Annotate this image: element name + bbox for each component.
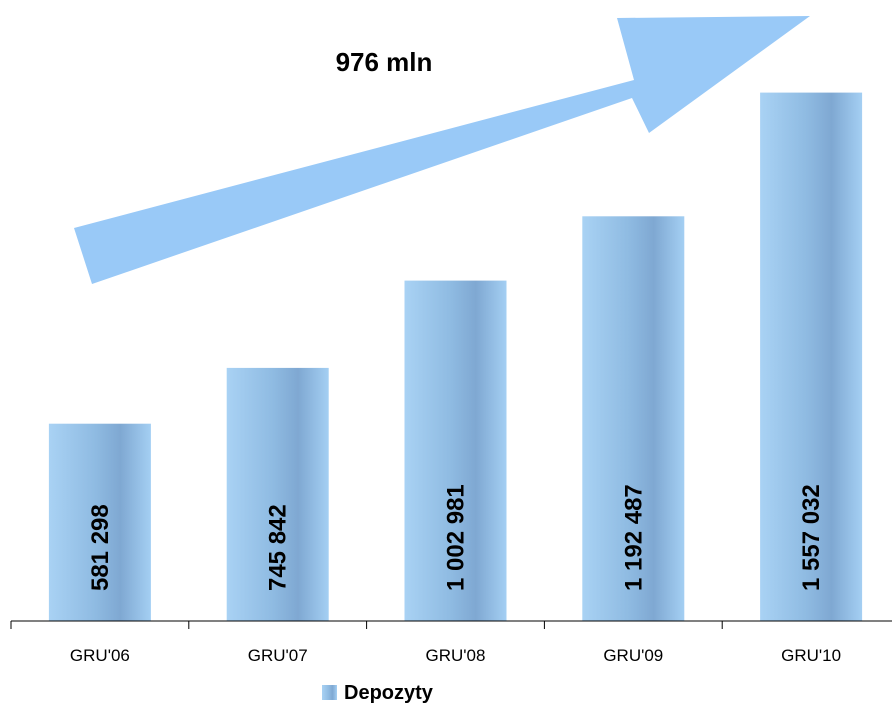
legend-swatch (322, 685, 337, 700)
x-tick-label-1: GRU'07 (248, 646, 308, 665)
bar-2 (404, 280, 507, 621)
bar-0 (48, 423, 151, 621)
bar-4 (760, 92, 863, 622)
bar-value-label-2: 1 002 981 (443, 484, 470, 591)
x-tick-label-3: GRU'09 (603, 646, 663, 665)
x-tick-label-0: GRU'06 (70, 646, 130, 665)
bar-value-label-3: 1 192 487 (620, 484, 647, 591)
bar-3 (582, 216, 685, 622)
x-tick-label-4: GRU'10 (781, 646, 841, 665)
x-tick-label-2: GRU'08 (426, 646, 486, 665)
bars-layer: 581 298 745 842 1 002 981 1 192 487 1 557 03… (48, 92, 863, 622)
legend-label: Depozyty (344, 682, 434, 704)
bar-1 (226, 367, 329, 621)
bar-value-label-0: 581 298 (87, 504, 114, 591)
bar-value-label-4: 1 557 032 (798, 484, 825, 591)
growth-annotation: 976 mln (336, 47, 433, 77)
bar-value-label-1: 745 842 (265, 504, 292, 591)
growth-arrow (74, 16, 810, 284)
legend: Depozyty (322, 682, 434, 704)
x-axis-ticks: GRU'06 GRU'07 GRU'08 GRU'09 GRU'10 (10, 621, 841, 665)
